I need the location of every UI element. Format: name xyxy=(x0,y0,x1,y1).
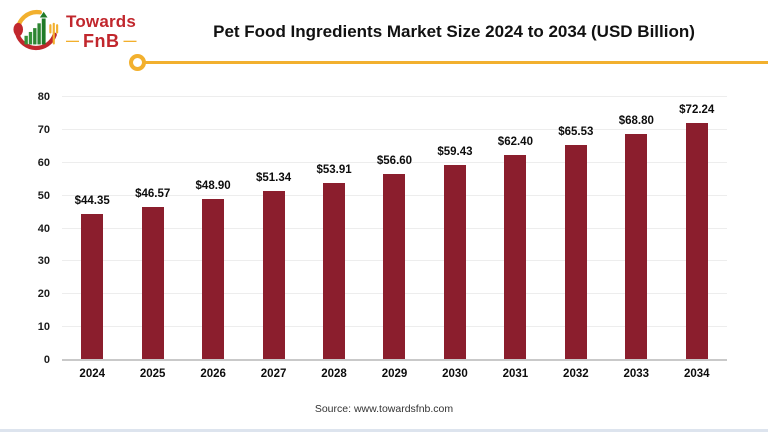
plot-area: $44.35 $46.57 $48.90 $51.34 $53.91 $56.60 $59.… xyxy=(62,96,727,361)
towards-fnb-logo-icon xyxy=(13,9,59,51)
logo-fnb-label: FnB xyxy=(83,30,120,51)
bar-value-label: $48.90 xyxy=(195,180,231,193)
logo-right-dash: — xyxy=(123,33,137,48)
page-title: Pet Food Ingredients Market Size 2024 to… xyxy=(213,22,695,41)
y-axis-tick-label: 70 xyxy=(37,123,50,136)
bar xyxy=(262,191,285,360)
x-axis-label: 2024 xyxy=(79,368,106,380)
bar xyxy=(383,173,406,360)
x-axis-label: 2029 xyxy=(381,368,408,380)
source-text: Source: www.towardsfnb.com xyxy=(314,403,454,415)
bar xyxy=(141,206,164,360)
x-axis-label: 2027 xyxy=(260,368,287,380)
bar xyxy=(81,214,104,360)
logo-towards-label: Towards xyxy=(66,11,137,31)
bar-group: $56.60 xyxy=(364,97,424,360)
x-axis-label: 2026 xyxy=(200,368,226,380)
bar xyxy=(202,199,225,360)
x-axis: 2024 2025 2026 2027 2028 2029 2030 2031 2032 2033… xyxy=(62,368,727,380)
bar-group: $59.43 xyxy=(425,97,485,360)
gridline xyxy=(62,128,727,130)
bar-value-label: $53.91 xyxy=(316,163,352,176)
x-axis-label: 2028 xyxy=(321,368,347,380)
bar-group: $51.34 xyxy=(243,97,303,360)
divider-line xyxy=(133,61,768,64)
bar-group: $48.90 xyxy=(183,97,243,360)
y-axis-tick-label: 40 xyxy=(37,222,50,235)
y-axis-tick-label: 0 xyxy=(43,354,50,366)
bar-group: $72.24 xyxy=(667,97,727,360)
x-axis-label: 2030 xyxy=(442,368,468,380)
bar-group: $46.57 xyxy=(122,97,182,360)
y-axis-tick-label: 50 xyxy=(37,189,50,202)
y-axis-tick-label: 10 xyxy=(37,321,50,334)
bar xyxy=(685,122,708,360)
divider-dot-icon xyxy=(129,54,146,71)
y-axis: 0 10 20 30 40 50 60 70 80 xyxy=(26,91,56,366)
bar-value-label: $44.35 xyxy=(74,195,110,208)
y-axis-tick-label: 60 xyxy=(37,156,50,169)
bar-value-label: $68.80 xyxy=(618,114,654,127)
bar-group: $68.80 xyxy=(606,97,666,360)
x-axis-label: 2031 xyxy=(502,368,529,380)
y-axis-tick-label: 30 xyxy=(37,255,50,268)
bar xyxy=(443,164,466,360)
y-axis-tick-label: 20 xyxy=(37,288,50,301)
bar-value-label: $62.40 xyxy=(497,135,533,148)
logo-text: Towards — FnB — xyxy=(66,13,137,50)
bar-value-label: $65.53 xyxy=(558,125,594,138)
logo-left-dash: — xyxy=(66,33,79,48)
bar-group: $53.91 xyxy=(304,97,364,360)
bar-value-label: $51.34 xyxy=(255,172,292,185)
bar-group: $62.40 xyxy=(485,97,545,360)
bar-value-label: $72.24 xyxy=(679,103,715,116)
bar-series: $44.35 $46.57 $48.90 $51.34 $53.91 $56.60 $59.… xyxy=(62,97,727,360)
bar xyxy=(625,133,648,360)
bar-value-label: $56.60 xyxy=(376,154,413,167)
y-axis-tick-label: 80 xyxy=(37,91,50,103)
bar-group: $44.35 xyxy=(62,97,122,360)
bar xyxy=(564,144,587,360)
towards-fnb-logo: Towards — FnB — xyxy=(12,7,137,55)
x-axis-label: 2033 xyxy=(623,368,650,380)
bar-value-label: $59.43 xyxy=(437,145,473,158)
bar xyxy=(323,182,346,360)
x-axis-label: 2034 xyxy=(683,368,710,380)
bar-group: $65.53 xyxy=(546,97,606,360)
gridline xyxy=(62,161,727,163)
x-axis-label: 2032 xyxy=(563,368,589,380)
bar xyxy=(504,154,527,360)
gridline xyxy=(62,96,727,97)
x-axis-line xyxy=(62,359,727,361)
bar-value-label: $46.57 xyxy=(135,187,171,200)
x-axis-label: 2025 xyxy=(139,368,166,380)
